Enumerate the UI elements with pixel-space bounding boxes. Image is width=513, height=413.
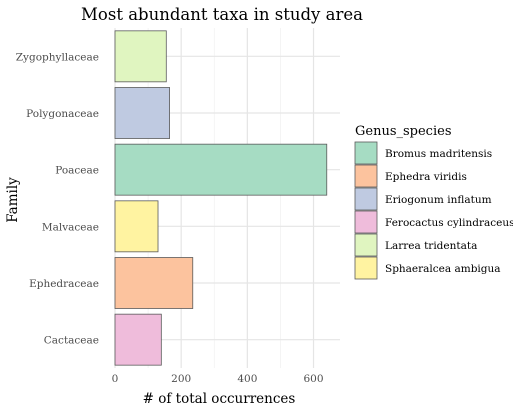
legend-key: [354, 187, 378, 211]
legend-key: [354, 141, 378, 165]
x-tick-label: 200: [171, 373, 191, 385]
y-tick-label: Polygonaceae: [26, 108, 99, 120]
bar-zygophyllaceae: [114, 30, 167, 83]
bar-cactaceae: [114, 313, 162, 366]
legend-label: Ephedra viridis: [385, 171, 467, 183]
bars: [114, 30, 328, 366]
x-tick-label: 400: [237, 373, 257, 385]
y-tick-labels: Zygophyllaceae Polygonaceae Poaceae Malvace…: [16, 51, 99, 346]
legend-label: Larrea tridentata: [385, 240, 477, 252]
x-tick-label: 0: [112, 373, 119, 385]
bar-poaceae: [114, 143, 328, 196]
bar-ephedraceae: [114, 257, 194, 309]
legend-key: [354, 210, 378, 234]
chart-title: Most abundant taxa in study area: [81, 5, 363, 24]
legend-label: Ferocactus cylindraceus: [385, 217, 513, 229]
x-tick-label: 600: [304, 373, 324, 385]
y-tick-label: Poaceae: [55, 165, 99, 177]
legend-key: [354, 233, 378, 257]
bar-polygonaceae: [114, 87, 170, 139]
legend-label: Sphaeralcea ambigua: [385, 263, 501, 275]
legend: Genus_species Bromus madritensis Ephedra …: [354, 124, 513, 280]
legend-key: [354, 256, 378, 280]
legend-label: Eriogonum inflatum: [385, 194, 492, 206]
legend-title: Genus_species: [355, 124, 451, 139]
legend-label: Bromus madritensis: [385, 148, 492, 160]
y-tick-label: Ephedraceae: [29, 278, 99, 290]
x-axis-title: # of total occurrences: [143, 391, 296, 407]
bar-malvaceae: [114, 200, 159, 253]
y-axis-title: Family: [5, 177, 21, 223]
y-tick-label: Malvaceae: [42, 221, 99, 233]
y-tick-label: Cactaceae: [44, 335, 99, 347]
legend-key: [354, 164, 378, 188]
x-tick-labels: 0 200 400 600: [112, 373, 324, 385]
y-tick-label: Zygophyllaceae: [16, 51, 99, 63]
